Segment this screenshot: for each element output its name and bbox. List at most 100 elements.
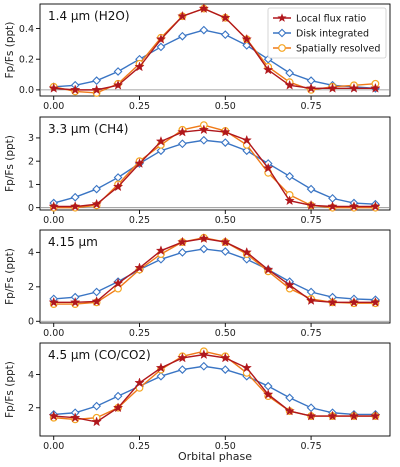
data-point-local bbox=[241, 362, 252, 373]
data-point-local bbox=[263, 162, 274, 173]
data-point-local bbox=[48, 82, 59, 93]
data-point-local bbox=[177, 352, 188, 363]
data-point-local bbox=[370, 82, 381, 93]
data-point-disk bbox=[113, 173, 123, 182]
x-tick-label: 0.50 bbox=[215, 328, 236, 339]
data-point-local bbox=[70, 412, 81, 423]
series-disk bbox=[49, 135, 380, 209]
legend-box bbox=[267, 7, 387, 59]
data-point-disk bbox=[220, 138, 230, 147]
y-tick-label: 0.2 bbox=[19, 55, 34, 66]
data-point-disk bbox=[242, 41, 252, 50]
data-point-local bbox=[48, 201, 59, 211]
series-line-disk bbox=[53, 139, 376, 205]
x-tick-label: 0.75 bbox=[301, 441, 322, 452]
data-point-disk bbox=[199, 361, 209, 371]
data-point-local bbox=[327, 296, 338, 307]
data-point-local bbox=[284, 79, 295, 90]
series-line-local bbox=[53, 7, 376, 91]
data-point-local bbox=[91, 416, 102, 427]
axes-frame bbox=[39, 3, 391, 97]
legend-label-spatial: Spatially resolved bbox=[296, 43, 380, 54]
data-point-disk bbox=[220, 365, 230, 374]
data-point-local bbox=[370, 201, 381, 211]
data-point-local bbox=[220, 236, 231, 247]
data-point-local bbox=[134, 158, 145, 168]
data-point-local bbox=[177, 10, 188, 21]
x-tick-label: 0.75 bbox=[301, 328, 322, 339]
x-tick-label: 0.75 bbox=[301, 215, 322, 226]
data-point-local bbox=[198, 124, 209, 135]
data-point-local bbox=[155, 362, 167, 373]
legend-label-local: Local flux ratio bbox=[296, 13, 366, 24]
y-tick-label: 0.0 bbox=[19, 85, 34, 96]
x-tick-label: 0.50 bbox=[215, 215, 236, 226]
series-disk bbox=[49, 361, 380, 419]
data-point-local bbox=[48, 296, 59, 307]
data-point-local bbox=[48, 410, 59, 421]
y-axis-label: Fp/Fs (ppt) bbox=[4, 22, 16, 79]
data-point-local bbox=[155, 245, 167, 256]
series-local bbox=[48, 3, 381, 95]
y-tick-label: 2 bbox=[28, 282, 34, 293]
data-point-disk bbox=[263, 381, 273, 391]
data-point-local bbox=[220, 12, 231, 23]
data-point-local bbox=[198, 349, 209, 359]
x-tick-label: 0.00 bbox=[43, 328, 64, 339]
panel-2: 0.00 0.25 0.50 0.75 0 1 2 3 Fp/Fs (ppt) 3.3 μm (C… bbox=[4, 116, 391, 226]
data-point-disk bbox=[306, 403, 316, 413]
x-tick-label: 0.75 bbox=[301, 101, 322, 112]
x-tick-label: 0.25 bbox=[129, 328, 150, 339]
data-point-disk bbox=[113, 67, 123, 76]
series-local bbox=[48, 349, 381, 427]
data-point-local bbox=[284, 405, 295, 416]
y-axis-label: Fp/Fs (ppt) bbox=[4, 135, 16, 192]
data-point-local bbox=[241, 33, 252, 44]
y-axis-label: Fp/Fs (ppt) bbox=[4, 248, 16, 305]
data-point-local bbox=[327, 82, 338, 93]
series-line-spatial bbox=[53, 237, 376, 305]
x-axis-label: Orbital phase bbox=[178, 450, 252, 463]
series-line-local bbox=[53, 237, 376, 304]
series-line-disk bbox=[53, 29, 376, 90]
panel-1: 0.00 0.25 0.50 0.75 0.0 0.2 0.4Fp/Fs (ppt) 1.4 … bbox=[4, 3, 391, 112]
data-point-disk bbox=[285, 171, 295, 181]
y-axis-label: Fp/Fs (ppt) bbox=[4, 361, 16, 418]
panel-title: 3.3 μm (CH4) bbox=[48, 122, 128, 136]
series-line-local bbox=[53, 353, 376, 423]
data-point-local bbox=[305, 82, 317, 93]
legend-marker-local bbox=[277, 13, 287, 22]
data-point-local bbox=[327, 410, 338, 421]
data-point-disk bbox=[220, 247, 230, 256]
data-point-local bbox=[70, 201, 81, 211]
y-tick-label: 2 bbox=[28, 156, 34, 167]
x-tick-label: 0.25 bbox=[129, 441, 150, 452]
data-point-disk bbox=[156, 371, 166, 381]
y-tick-label: 4 bbox=[28, 248, 34, 259]
data-point-local bbox=[348, 201, 360, 211]
data-point-disk bbox=[156, 42, 166, 52]
x-tick-label: 0.00 bbox=[43, 215, 64, 226]
data-point-disk bbox=[178, 139, 187, 149]
axes-frame bbox=[39, 342, 391, 437]
data-point-disk bbox=[242, 146, 252, 156]
y-tick-label: 4 bbox=[28, 370, 34, 381]
data-point-local bbox=[112, 79, 124, 90]
data-point-disk bbox=[220, 30, 230, 40]
data-point-local bbox=[198, 233, 209, 243]
data-point-local bbox=[263, 389, 274, 399]
x-tick-label: 0.25 bbox=[129, 215, 150, 226]
data-point-local bbox=[155, 136, 167, 146]
data-point-local bbox=[134, 262, 145, 273]
data-point-local bbox=[112, 402, 124, 413]
series-line-local bbox=[53, 129, 376, 208]
data-point-local bbox=[263, 264, 274, 274]
y-tick-label: 0.4 bbox=[19, 24, 34, 35]
data-point-local bbox=[263, 64, 274, 75]
series-local bbox=[48, 233, 381, 307]
data-point-local bbox=[70, 84, 81, 95]
panel-title: 4.15 μm bbox=[48, 235, 98, 249]
data-point-disk bbox=[92, 184, 101, 194]
data-point-local bbox=[177, 236, 188, 247]
